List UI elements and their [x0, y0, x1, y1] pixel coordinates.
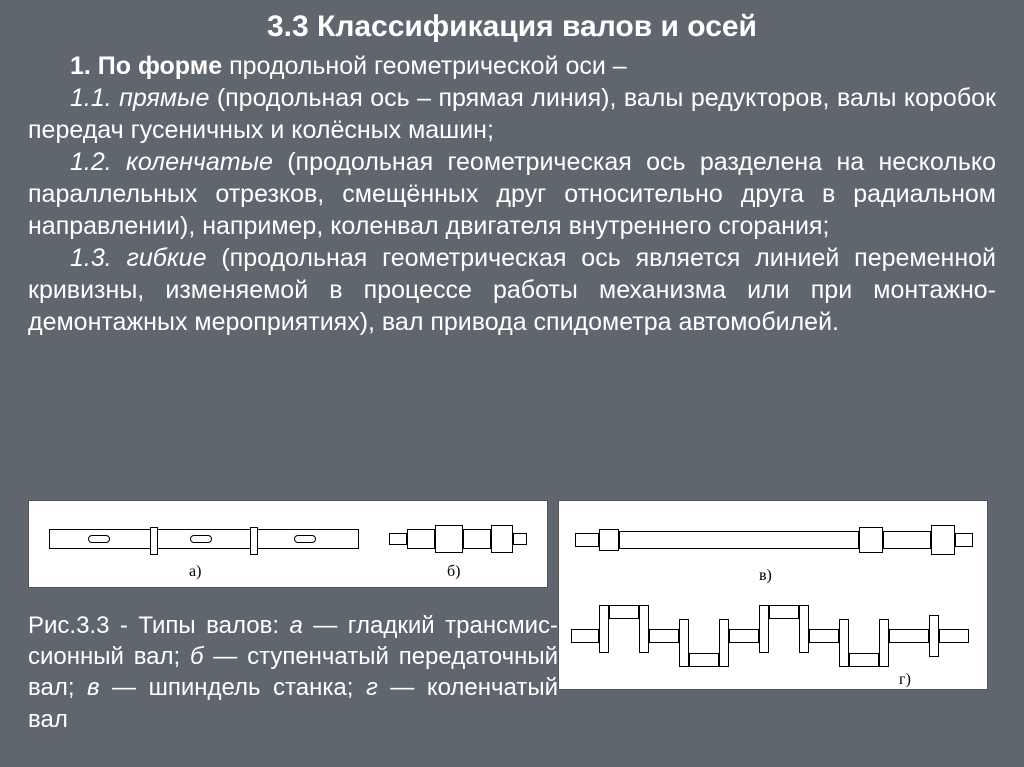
shaft-a-drawing — [49, 529, 359, 549]
shaft-v-drawing — [575, 517, 973, 563]
fig-label-a: а) — [189, 563, 201, 581]
cap-g: г — [366, 674, 378, 701]
p12-lead: 1.2. коленчатые — [70, 148, 273, 176]
fig-label-g: г) — [899, 671, 911, 689]
shaft-b-drawing — [389, 523, 529, 555]
fig-label-b: б) — [447, 563, 460, 581]
cap-b: б — [190, 643, 204, 670]
p1-rest: продольной геометрической оси – — [222, 52, 627, 80]
cap-v-txt: — шпиндель станка; — [100, 674, 366, 701]
figure-caption: Рис.3.3 - Типы валов: а — гладкий трансм… — [28, 610, 558, 735]
shaft-g-drawing — [571, 597, 977, 675]
slide-title: 3.3 Классификация валов и осей — [28, 10, 996, 44]
body-text: 1. По форме продольной геометрической ос… — [28, 50, 996, 338]
p11-lead: 1.1. прямые — [70, 84, 209, 112]
figure-right: в) г) — [558, 500, 988, 690]
cap-a: а — [289, 612, 302, 639]
fig-label-v: в) — [759, 567, 772, 585]
cap-pre: Рис.3.3 - Типы валов: — [28, 612, 289, 639]
p13-lead: 1.3. гибкие — [70, 244, 206, 272]
p1-lead: 1. По форме — [70, 52, 222, 80]
figure-left: а) б) — [28, 500, 548, 588]
cap-v: в — [87, 674, 100, 701]
